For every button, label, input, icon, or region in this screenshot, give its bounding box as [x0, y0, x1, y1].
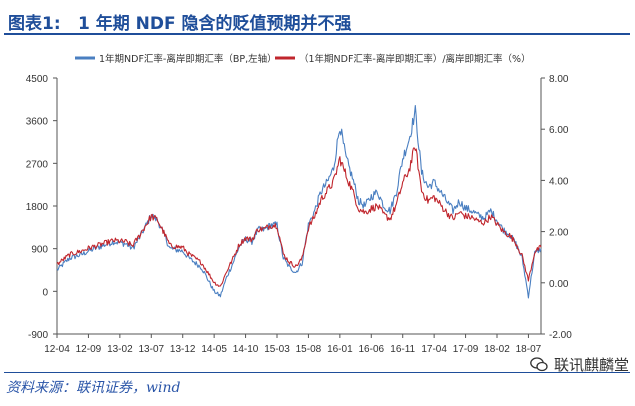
figure-label: 图表1:: [8, 14, 61, 34]
x-tick-label: 18-02: [484, 344, 510, 355]
watermark: 联讯麒麟堂: [530, 354, 629, 375]
right-tick-label: 0.00: [549, 279, 569, 290]
x-tick-label: 12-09: [76, 344, 102, 355]
chart-title: 1 年期 NDF 隐含的贬值预期并不强: [78, 14, 352, 34]
x-tick-label: 16-06: [358, 344, 384, 355]
left-tick-label: 0: [42, 287, 48, 298]
chart-axes: 4500 3600 2700 1800 900 0 -900 8.00 6.00 4.00 2.00…: [26, 74, 572, 355]
x-tick-label: 16-01: [327, 344, 353, 355]
left-tick-label: 1800: [26, 202, 49, 213]
series-line-2: [56, 147, 542, 287]
x-tick-label: 17-09: [453, 344, 479, 355]
x-tick-label: 14-05: [201, 344, 227, 355]
left-tick-label: 2700: [26, 159, 49, 170]
x-tick-label: 13-07: [138, 344, 164, 355]
legend-label-1: 1年期NDF汇率-离岸即期汇率（BP,左轴）: [99, 53, 277, 65]
x-tick-label: 14-10: [233, 344, 259, 355]
title-divider: [4, 33, 630, 35]
legend-label-2: （1年期NDF汇率-离岸即期汇率）/离岸即期汇率（%）: [299, 53, 531, 65]
series-line-1: [56, 104, 542, 299]
left-tick-label: 4500: [26, 74, 49, 85]
x-tick-label: 13-02: [107, 344, 133, 355]
source-note: 资料来源：联讯证券，wind: [6, 380, 181, 396]
right-tick-label: 8.00: [549, 74, 569, 85]
x-tick-label: 18-07: [516, 344, 542, 355]
right-tick-label: 2.00: [549, 228, 569, 239]
x-tick-label: 15-08: [296, 344, 322, 355]
left-tick-label: -900: [28, 330, 48, 341]
watermark-text: 联讯麒麟堂: [553, 356, 629, 374]
ndf-line-chart: 1年期NDF汇率-离岸即期汇率（BP,左轴） （1年期NDF汇率-离岸即期汇率）/…: [26, 53, 572, 355]
chart-legend: 1年期NDF汇率-离岸即期汇率（BP,左轴） （1年期NDF汇率-离岸即期汇率）/…: [75, 53, 531, 65]
x-tick-label: 12-04: [44, 344, 70, 355]
x-tick-label: 16-11: [390, 344, 415, 355]
left-tick-label: 900: [31, 245, 48, 256]
x-tick-label: 15-03: [264, 344, 290, 355]
chart-title-row: 图表1: 1 年期 NDF 隐含的贬值预期并不强: [8, 4, 628, 34]
left-tick-label: 3600: [26, 117, 49, 128]
right-tick-label: -2.00: [549, 330, 572, 341]
right-tick-label: 4.00: [549, 176, 569, 187]
x-tick-label: 17-04: [421, 344, 447, 355]
right-tick-label: 6.00: [549, 125, 569, 136]
footer-divider: [4, 372, 630, 373]
x-tick-label: 13-12: [170, 344, 196, 355]
chart-series: [56, 104, 542, 299]
wechat-icon: [530, 357, 548, 372]
